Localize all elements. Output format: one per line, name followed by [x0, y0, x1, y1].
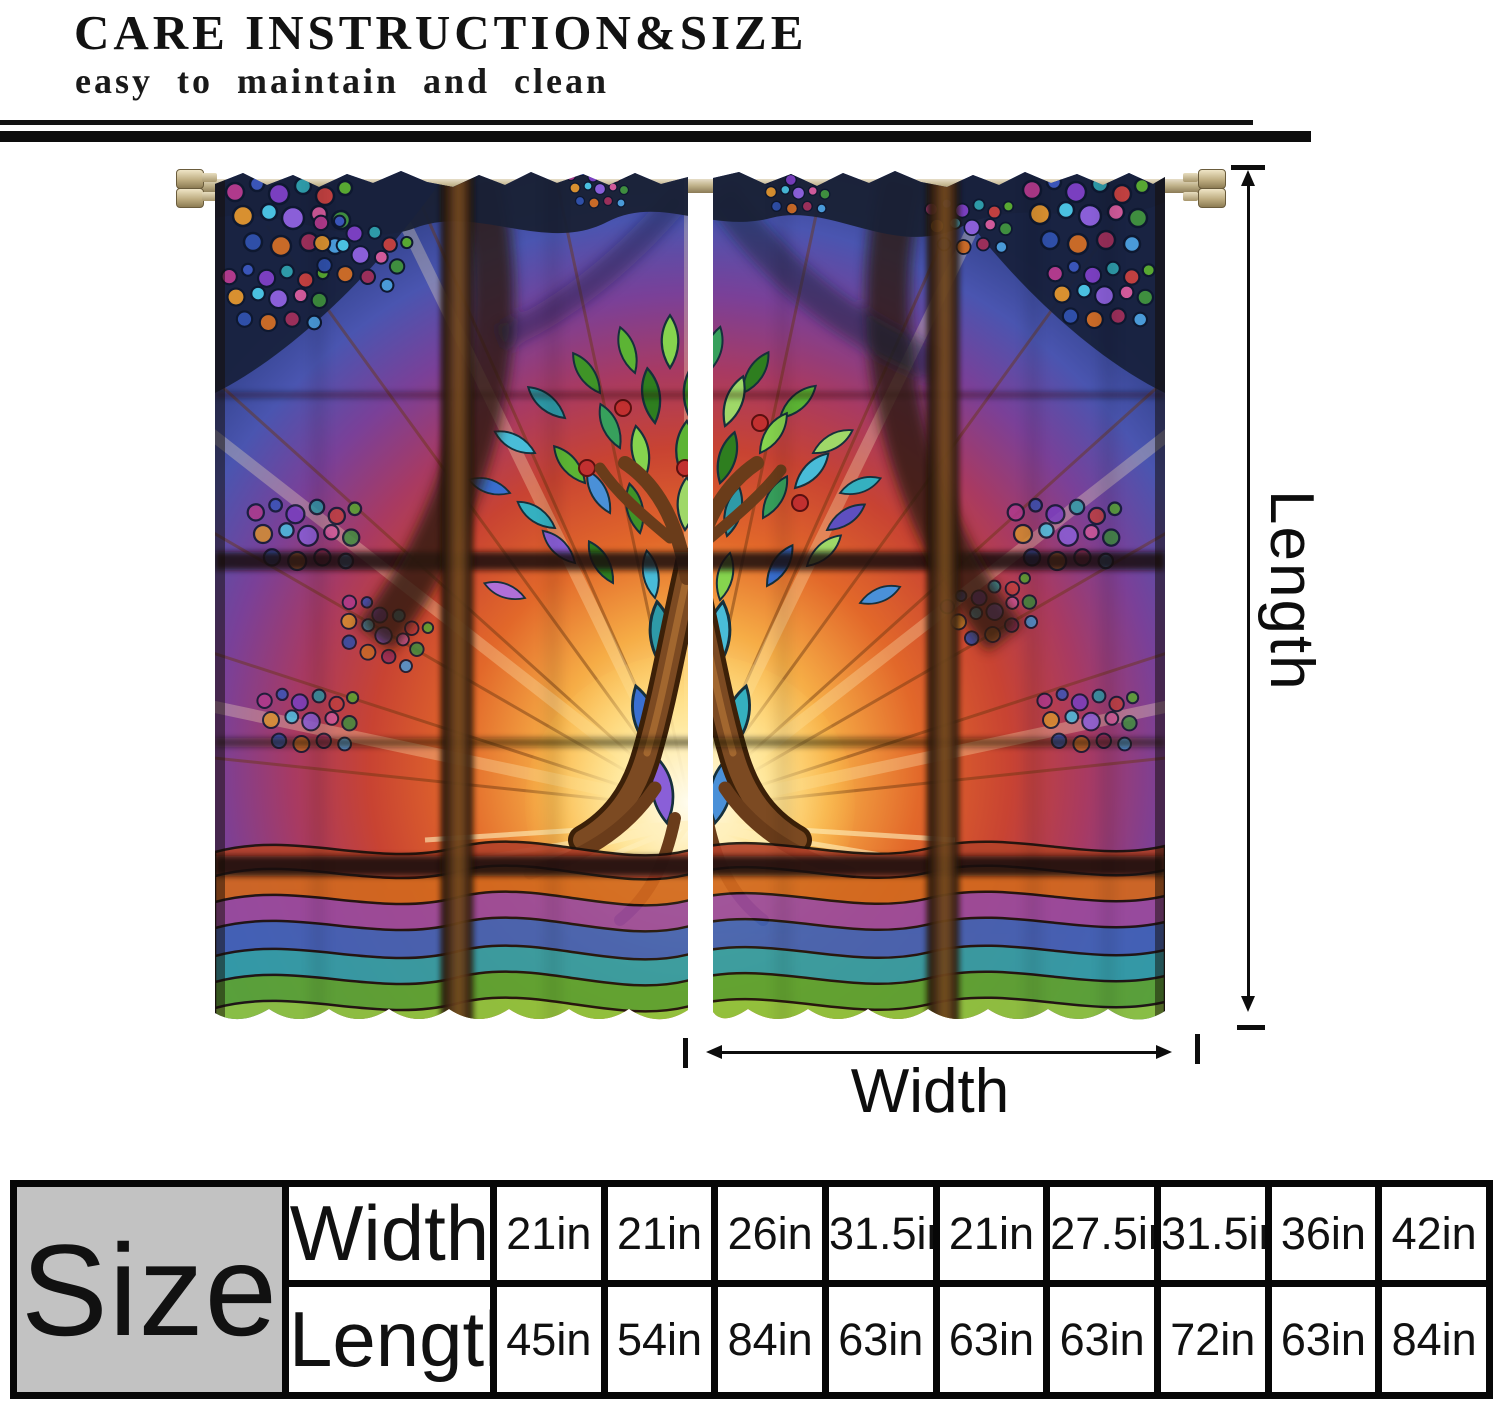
length-value-cell: 54in — [600, 1280, 719, 1399]
size-table: Size Width 21in 21in 26in 31.5in 21in 27… — [10, 1180, 1493, 1399]
length-value-cell: 84in — [711, 1280, 829, 1399]
length-value-cell: 45in — [490, 1280, 608, 1399]
width-arrow-line — [716, 1051, 1162, 1054]
page-title: CARE INSTRUCTION&SIZE — [74, 5, 808, 60]
length-value-cell: 72in — [1153, 1280, 1272, 1399]
width-label: Width — [850, 1057, 1010, 1126]
length-value-cell: 63in — [1043, 1280, 1161, 1399]
rod-finial-left-top — [176, 169, 204, 189]
width-arrowhead-left-icon — [706, 1045, 722, 1059]
width-value-cell: 36in — [1264, 1180, 1383, 1287]
table-row-length: Length 45in 54in 84in 63in 63in 63in 72i… — [14, 1280, 1493, 1399]
width-value-cell: 21in — [600, 1180, 719, 1287]
length-value-cell: 63in — [932, 1280, 1051, 1399]
length-value-cell: 63in — [1264, 1280, 1383, 1399]
width-value-cell: 26in — [711, 1180, 829, 1287]
rod-finial-left-bottom-neck — [202, 192, 217, 201]
length-tick-bottom — [1237, 1025, 1265, 1030]
divider-line-thick — [0, 131, 1311, 142]
table-row-width: Size Width 21in 21in 26in 31.5in 21in 27… — [10, 1180, 1493, 1399]
length-row-header: Length — [282, 1280, 497, 1399]
width-value-cell: 21in — [932, 1180, 1051, 1287]
rod-finial-left-top-neck — [202, 173, 217, 182]
length-value-cell: 63in — [821, 1280, 940, 1399]
rod-finial-left-bottom — [176, 188, 204, 208]
rod-finial-right-bottom — [1198, 188, 1226, 208]
width-value-cell: 42in — [1375, 1180, 1493, 1287]
curtain-panels-illustration — [215, 168, 1165, 1036]
length-tick-top — [1231, 165, 1265, 170]
page-subtitle: easy to maintain and clean — [75, 61, 610, 101]
length-arrowhead-up-icon — [1241, 170, 1255, 186]
width-tick-right — [1195, 1034, 1200, 1064]
length-label: Length — [1257, 490, 1326, 692]
length-arrowhead-down-icon — [1241, 996, 1255, 1012]
width-value-cell: 31.5in — [1153, 1180, 1272, 1287]
length-arrow-line — [1247, 178, 1250, 1002]
width-row-header: Width — [282, 1180, 497, 1287]
length-value-cell: 84in — [1375, 1280, 1493, 1399]
width-value-cell: 21in — [490, 1180, 608, 1287]
rod-finial-right-top — [1198, 169, 1226, 189]
width-value-cell: 31.5in — [821, 1180, 940, 1287]
width-value-cell: 27.5in — [1043, 1180, 1161, 1287]
width-arrowhead-right-icon — [1156, 1045, 1172, 1059]
size-corner-cell: Size — [10, 1180, 289, 1399]
width-tick-left — [683, 1038, 688, 1068]
divider-line-thin — [0, 120, 1253, 125]
rod-finial-right-top-neck — [1183, 173, 1198, 182]
rod-finial-right-bottom-neck — [1183, 192, 1198, 201]
